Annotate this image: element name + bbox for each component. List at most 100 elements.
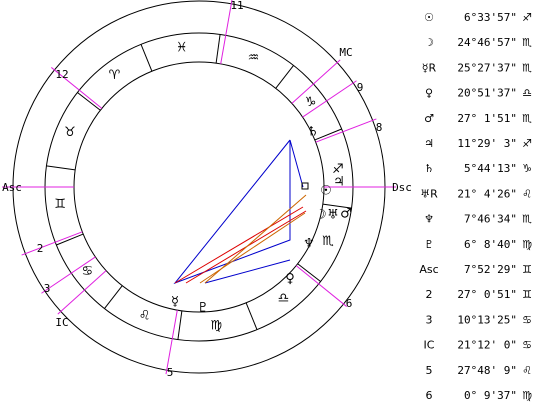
position: 25°27'37" bbox=[457, 61, 517, 74]
sign-boundary bbox=[245, 302, 258, 330]
position: 24°46'57" bbox=[457, 36, 517, 49]
wheel bbox=[2, 0, 396, 375]
point-name: ♆ bbox=[424, 213, 434, 226]
sign: ♍ bbox=[522, 389, 532, 402]
house-label: Asc bbox=[2, 181, 22, 194]
house-cusp bbox=[41, 256, 96, 294]
point-name: ☿R bbox=[422, 61, 437, 74]
position: 10°13'25" bbox=[457, 313, 517, 326]
sign-glyph: ♍ bbox=[211, 318, 223, 333]
point-name: 6 bbox=[426, 389, 433, 402]
zodiac-ring bbox=[44, 32, 354, 342]
sign: ♌ bbox=[522, 364, 532, 377]
point-name: ♀ bbox=[425, 87, 433, 100]
sign: ♊ bbox=[522, 263, 532, 276]
planet: ☿ bbox=[171, 295, 179, 310]
planet: ☉ bbox=[320, 184, 332, 199]
point-name: IC bbox=[424, 339, 435, 352]
sign-boundary bbox=[215, 34, 221, 64]
aspect bbox=[204, 259, 291, 284]
sign-glyph: ♎ bbox=[278, 291, 290, 306]
point-name: ☉ bbox=[424, 11, 434, 24]
position: 0° 9'37" bbox=[464, 389, 517, 402]
point-name: ♄ bbox=[424, 162, 434, 175]
house-cusp bbox=[315, 118, 377, 143]
position: 21°12' 0" bbox=[457, 339, 517, 352]
house-labels: 11 MC 9 8 Dsc 6 5 IC 3 2 Asc 12 bbox=[2, 0, 412, 379]
point-name: ♇ bbox=[424, 238, 434, 251]
planet: ♅ bbox=[327, 208, 339, 223]
planet: ♄ bbox=[307, 125, 319, 140]
position: 27° 0'51" bbox=[457, 288, 517, 301]
position: 27°48' 9" bbox=[457, 364, 517, 377]
point-name: 5 bbox=[426, 364, 433, 377]
sign-glyph: ♉ bbox=[64, 125, 76, 140]
sign-glyph: ♏ bbox=[322, 234, 334, 249]
planet: ☽ bbox=[315, 208, 327, 223]
sign: ♑ bbox=[522, 162, 532, 175]
aspect bbox=[199, 212, 306, 284]
point-name: 3 bbox=[426, 313, 433, 326]
house-label: 11 bbox=[230, 0, 243, 12]
sign-boundary bbox=[314, 128, 342, 141]
position: 21° 4'26" bbox=[457, 187, 517, 200]
sign-boundary bbox=[104, 285, 123, 309]
house-label: 3 bbox=[44, 282, 51, 295]
sign: ♏ bbox=[522, 112, 532, 125]
position: 20°51'37" bbox=[457, 87, 517, 100]
house-cusp bbox=[220, 0, 233, 64]
marker bbox=[301, 182, 309, 190]
point-name: ♂ bbox=[424, 112, 434, 125]
house-cusp bbox=[302, 80, 357, 118]
sign-boundary bbox=[297, 263, 321, 282]
sign: ♐ bbox=[522, 137, 532, 150]
point-name: 2 bbox=[426, 288, 433, 301]
position: 6°33'57" bbox=[464, 11, 517, 24]
planet: ♂ bbox=[340, 207, 352, 222]
house-label: 6 bbox=[346, 297, 353, 310]
sign: ♊ bbox=[522, 288, 532, 301]
sign-glyph: ♊ bbox=[54, 197, 66, 212]
sign: ♏ bbox=[522, 61, 532, 74]
sign-glyph: ♐ bbox=[332, 162, 344, 177]
house-cusp bbox=[165, 310, 178, 375]
sign-boundary bbox=[322, 203, 352, 209]
sign-boundary bbox=[77, 92, 101, 111]
sign-glyph: ♑ bbox=[305, 95, 317, 110]
house-cusp bbox=[21, 231, 83, 256]
planets: ♄ ♃ ☉ ☽ ♅ ♂ ♆ ♀ ☿ ♇ bbox=[171, 125, 352, 316]
sign-glyph: ♈ bbox=[109, 68, 121, 83]
sign-boundary bbox=[177, 310, 183, 340]
sign-glyph: ♓ bbox=[176, 41, 188, 56]
house-label: MC bbox=[339, 46, 352, 59]
house-label: Dsc bbox=[392, 181, 412, 194]
house-cusp bbox=[291, 59, 341, 104]
house-label: 8 bbox=[376, 121, 383, 134]
sign-boundary bbox=[275, 65, 294, 89]
point-name: ♃ bbox=[424, 137, 434, 150]
house-label: 12 bbox=[55, 68, 68, 81]
position: 11°29' 3" bbox=[457, 137, 517, 150]
sign-glyph: ♌ bbox=[139, 308, 151, 323]
sign: ♌ bbox=[522, 187, 532, 200]
planet: ♃ bbox=[333, 175, 345, 190]
sign: ♏ bbox=[522, 36, 532, 49]
positions-table: ☉ 6°33'57" ♐ ☽ 24°46'57" ♏ ☿R 25°27'37" ♏ ♀ 20°51'… bbox=[419, 11, 532, 402]
planet: ♆ bbox=[303, 237, 315, 252]
sign: ♋ bbox=[522, 313, 532, 326]
house-cusp bbox=[57, 270, 107, 315]
sign-glyph: ♒ bbox=[248, 51, 260, 66]
house-label: 9 bbox=[357, 81, 364, 94]
point-name: Asc bbox=[419, 263, 438, 276]
sign-glyph: ♋ bbox=[82, 264, 94, 279]
sign-boundary bbox=[56, 233, 84, 246]
point-name: ☽ bbox=[424, 36, 434, 49]
planet: ♇ bbox=[197, 301, 209, 316]
house-label: IC bbox=[55, 316, 68, 329]
sign: ♎ bbox=[522, 87, 532, 100]
position: 7°52'29" bbox=[464, 263, 517, 276]
sign: ♐ bbox=[522, 11, 532, 24]
aspect bbox=[174, 206, 304, 284]
sign-boundary bbox=[46, 165, 76, 171]
